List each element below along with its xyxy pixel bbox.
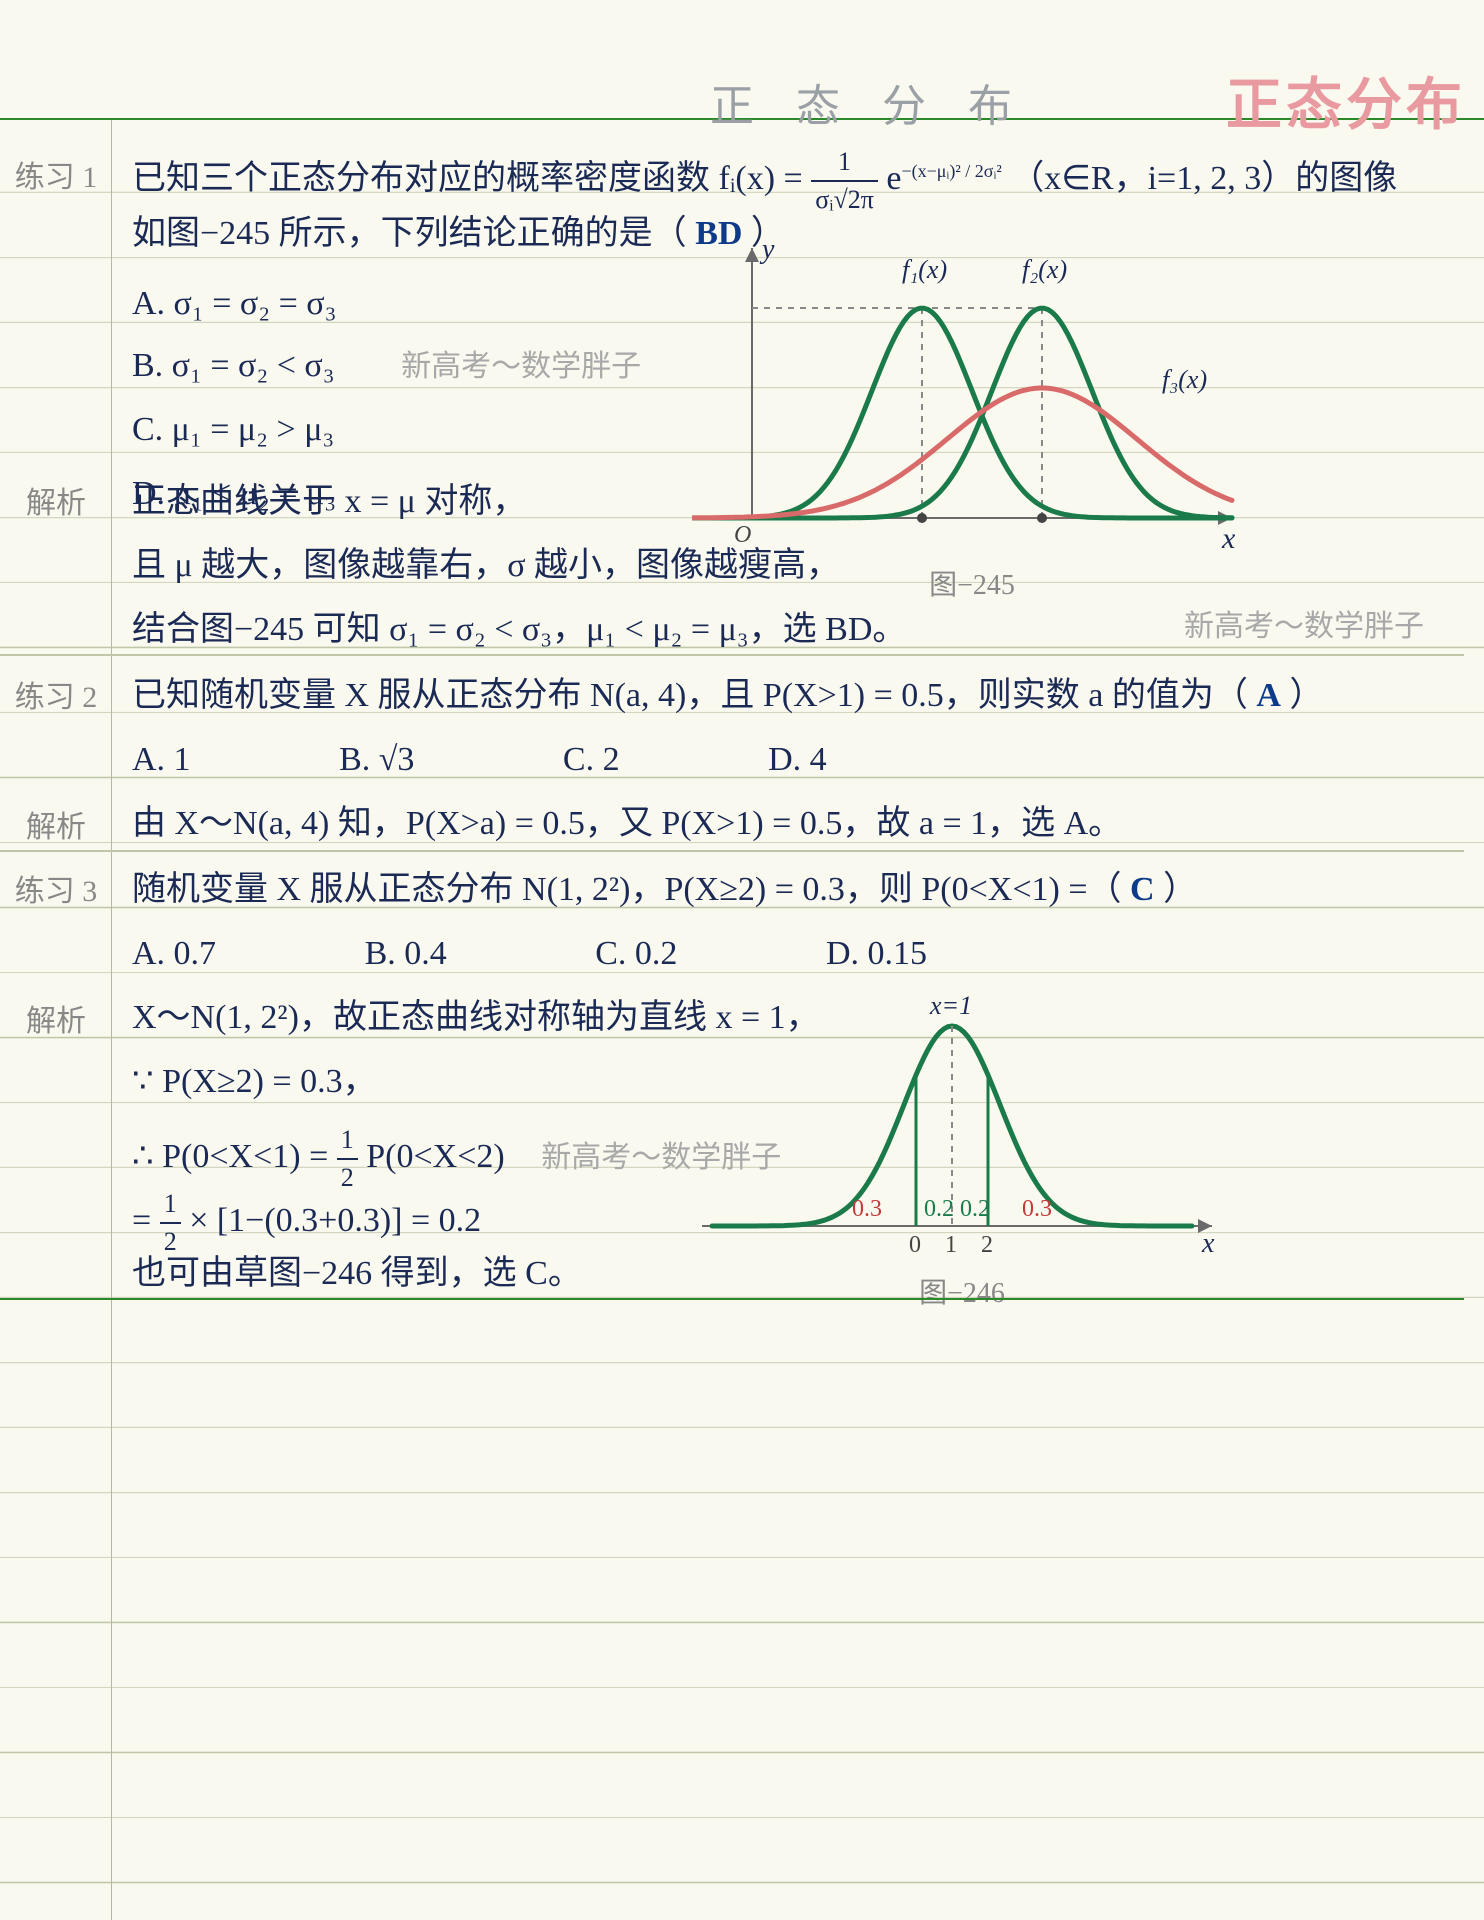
svg-text:f₁(x): f₁(x) — [902, 255, 947, 284]
svg-text:0.3: 0.3 — [852, 1196, 882, 1222]
chart-245: Ox y f₁(x) f₂(x) f₃(x) 图−245 — [692, 238, 1252, 603]
ex1-exp: −(x−μᵢ)² / 2σᵢ² — [901, 161, 1001, 181]
page-header: 正态分布 正态分布 — [0, 0, 1484, 120]
svg-text:x=1: x=1 — [929, 991, 972, 1020]
label-ex1: 练习 1 — [0, 152, 112, 196]
ex1-e: e — [886, 160, 901, 197]
sep-2 — [0, 850, 1464, 852]
ex1-q-post: （x∈R，i=1, 2, 3）的图像 — [1010, 160, 1397, 197]
ex1-sol-3: 结合图−245 可知 σ₁ = σ₂ < σ₃，μ₁ < μ₂ = μ₃，选 B… — [132, 611, 906, 648]
svg-text:f₃(x): f₃(x) — [1162, 365, 1207, 394]
content-area: 已知三个正态分布对应的概率密度函数 fᵢ(x) = 1 σᵢ√2π e−(x−μ… — [132, 120, 1464, 1920]
sep-1 — [0, 654, 1464, 656]
ex2-opts: A. 1 B. √3 C. 2 D. 4 — [132, 736, 1464, 784]
ex3-optC: C. 0.2 — [595, 930, 677, 978]
chart-246: x x=1 012 0.3 0.20.2 0.3 图−246 — [692, 976, 1232, 1311]
svg-text:0: 0 — [909, 1232, 921, 1258]
watermark-1: 新高考～数学胖子 — [401, 350, 641, 383]
svg-text:O: O — [734, 522, 751, 548]
chart-245-svg: Ox y f₁(x) f₂(x) f₃(x) — [692, 238, 1252, 558]
chart-245-caption: 图−245 — [692, 563, 1252, 603]
svg-text:x: x — [1201, 1228, 1215, 1259]
ex3-optA: A. 0.7 — [132, 930, 216, 978]
ex2-optB: B. √3 — [339, 736, 414, 784]
ex3-q: 随机变量 X 服从正态分布 N(1, 2²)，P(X≥2) = 0.3，则 P(… — [132, 866, 1464, 914]
ex2-q: 已知随机变量 X 服从正态分布 N(a, 4)，且 P(X>1) = 0.5，则… — [132, 672, 1464, 720]
ex1-q1: 已知三个正态分布对应的概率密度函数 fᵢ(x) = 1 σᵢ√2π e−(x−μ… — [132, 144, 1464, 219]
ex1-frac: 1 σᵢ√2π — [811, 144, 878, 219]
ex1-sol-3-row: 结合图−245 可知 σ₁ = σ₂ < σ₃，μ₁ < μ₂ = μ₃，选 B… — [132, 606, 1464, 654]
svg-text:y: y — [759, 238, 775, 265]
ex2-sol: 由 X～N(a, 4) 知，P(X>a) = 0.5，又 P(X>1) = 0.… — [132, 800, 1464, 848]
svg-text:0.2: 0.2 — [924, 1196, 954, 1222]
ex3-optD: D. 0.15 — [826, 930, 927, 978]
label-an3: 解析 — [0, 996, 112, 1040]
sep-3 — [0, 1298, 1464, 1300]
label-ex3: 练习 3 — [0, 866, 112, 910]
ex2-optA: A. 1 — [132, 736, 191, 784]
svg-text:0.3: 0.3 — [1022, 1196, 1052, 1222]
ex2-optD: D. 4 — [768, 736, 827, 784]
ex2-answer: A — [1256, 677, 1281, 714]
ex3-opts: A. 0.7 B. 0.4 C. 0.2 D. 0.15 — [132, 930, 1464, 978]
label-an1: 解析 — [0, 478, 112, 522]
svg-text:x: x — [1221, 522, 1236, 555]
ex3-answer: C — [1130, 871, 1155, 908]
watermark-2: 新高考～数学胖子 — [1184, 606, 1424, 648]
svg-text:2: 2 — [981, 1232, 993, 1258]
chart-246-svg: x x=1 012 0.3 0.20.2 0.3 — [692, 976, 1232, 1276]
svg-text:1: 1 — [945, 1232, 957, 1258]
ex3-optB: B. 0.4 — [365, 930, 447, 978]
ex1-optB: B. σ₁ = σ₂ < σ₃ — [132, 347, 335, 384]
svg-text:f₂(x): f₂(x) — [1022, 255, 1067, 284]
ex1-q-pre: 已知三个正态分布对应的概率密度函数 fᵢ(x) = — [132, 160, 811, 197]
label-ex2: 练习 2 — [0, 672, 112, 716]
label-an2: 解析 — [0, 802, 112, 846]
svg-text:0.2: 0.2 — [960, 1196, 990, 1222]
ex2-optC: C. 2 — [563, 736, 620, 784]
chart-246-caption: 图−246 — [692, 1271, 1232, 1311]
